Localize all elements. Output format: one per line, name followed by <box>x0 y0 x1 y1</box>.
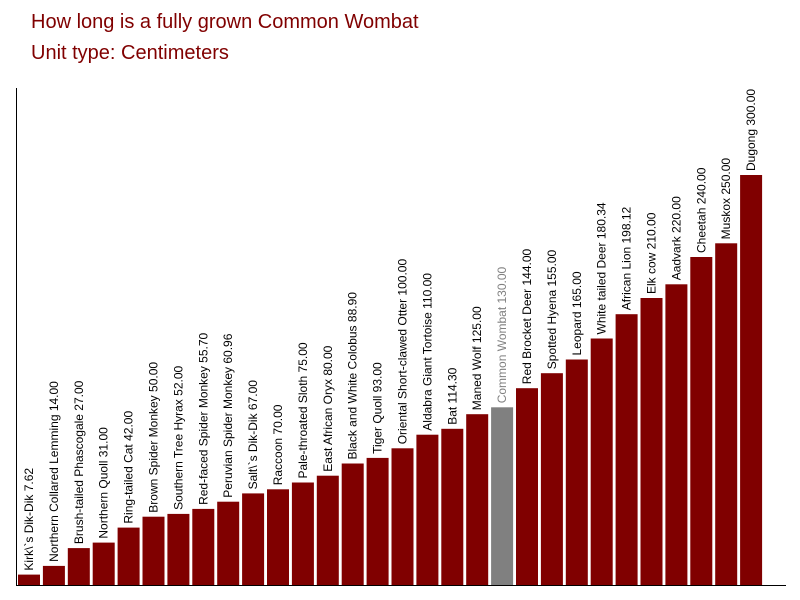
bar-13 <box>341 463 364 585</box>
bar-label-20: Red Brocket Deer 144.00 <box>520 248 534 384</box>
labels-layer: Kirk\`s Dik-Dik 7.62 Northern Collared Le… <box>22 89 758 571</box>
bar-22 <box>565 359 588 585</box>
bar-11 <box>291 482 314 585</box>
bar-label-1: Northern Collared Lemming 14.00 <box>47 381 61 562</box>
bar-23 <box>590 338 613 585</box>
bar-label-7: Red-faced Spider Monkey 55.70 <box>196 332 210 504</box>
bars-layer <box>18 175 763 586</box>
bar-12 <box>316 475 339 585</box>
bar-label-24: African Lion 198.12 <box>620 206 634 310</box>
bar-label-6: Southern Tree Hyrax 52.00 <box>171 365 185 509</box>
bar-19 <box>491 407 514 585</box>
bar-16 <box>416 434 439 585</box>
chart-title: How long is a fully grown Common Wombat <box>31 11 419 33</box>
bar-label-23: White tailed Deer 180.34 <box>595 202 609 334</box>
bar-label-14: Tiger Quoll 93.00 <box>371 362 385 454</box>
bar-label-10: Raccoon 70.00 <box>271 404 285 485</box>
bar-26 <box>665 284 688 585</box>
bar-4 <box>117 527 140 585</box>
bar-label-28: Muskox 250.00 <box>719 158 733 240</box>
bar-0 <box>18 574 40 585</box>
bar-label-18: Maned Wolf 125.00 <box>470 306 484 410</box>
bar-18 <box>466 414 489 585</box>
bar-3 <box>92 542 115 585</box>
bar-29 <box>740 175 763 585</box>
bar-27 <box>690 257 713 585</box>
bar-label-8: Peruvian Spider Monkey 60.96 <box>221 333 235 497</box>
bar-6 <box>167 513 190 585</box>
bar-label-25: Elk cow 210.00 <box>645 212 659 294</box>
bar-24 <box>615 314 638 585</box>
bar-label-26: Aadvark 220.00 <box>669 196 683 280</box>
bar-label-17: Bat 114.30 <box>445 367 459 424</box>
bar-label-3: Northern Quoll 31.00 <box>97 427 111 539</box>
bar-label-4: Ring-tailed Cat 42.00 <box>122 411 136 524</box>
bar-17 <box>441 428 464 585</box>
bar-label-27: Cheetah 240.00 <box>694 167 708 253</box>
bar-28 <box>715 243 738 586</box>
bar-label-2: Brush-tailed Phascogale 27.00 <box>72 380 86 544</box>
bar-label-13: Black and White Colobus 88.90 <box>346 292 360 460</box>
bar-1 <box>42 565 65 585</box>
bar-2 <box>67 548 90 585</box>
bar-10 <box>267 489 289 585</box>
bar-7 <box>192 508 215 585</box>
bar-label-22: Leopard 165.00 <box>570 271 584 355</box>
bar-label-29: Dugong 300.00 <box>744 89 758 171</box>
bar-label-9: Salt\`s Dik-Dik 67.00 <box>246 380 260 490</box>
bar-15 <box>391 448 414 585</box>
bar-label-19: Common Wombat 130.00 <box>495 266 509 403</box>
bar-25 <box>640 298 663 585</box>
bar-5 <box>142 516 165 585</box>
bar-label-0: Kirk\`s Dik-Dik 7.62 <box>22 468 36 571</box>
bar-label-12: East African Oryx 80.00 <box>321 345 335 471</box>
chart-subtitle: Unit type: Centimeters <box>31 42 229 64</box>
bar-21 <box>540 373 563 585</box>
bar-8 <box>217 501 240 585</box>
bar-label-11: Pale-throated Sloth 75.00 <box>296 342 310 478</box>
bar-20 <box>516 388 538 585</box>
bar-label-21: Spotted Hyena 155.00 <box>545 249 559 369</box>
bar-14 <box>366 457 389 585</box>
bar-label-5: Brown Spider Monkey 50.00 <box>147 362 161 513</box>
bar-label-15: Oriental Short-clawed Otter 100.00 <box>396 259 410 445</box>
bar-label-16: Aldabra Giant Tortoise 110.00 <box>420 273 434 431</box>
bar-9 <box>242 493 265 585</box>
